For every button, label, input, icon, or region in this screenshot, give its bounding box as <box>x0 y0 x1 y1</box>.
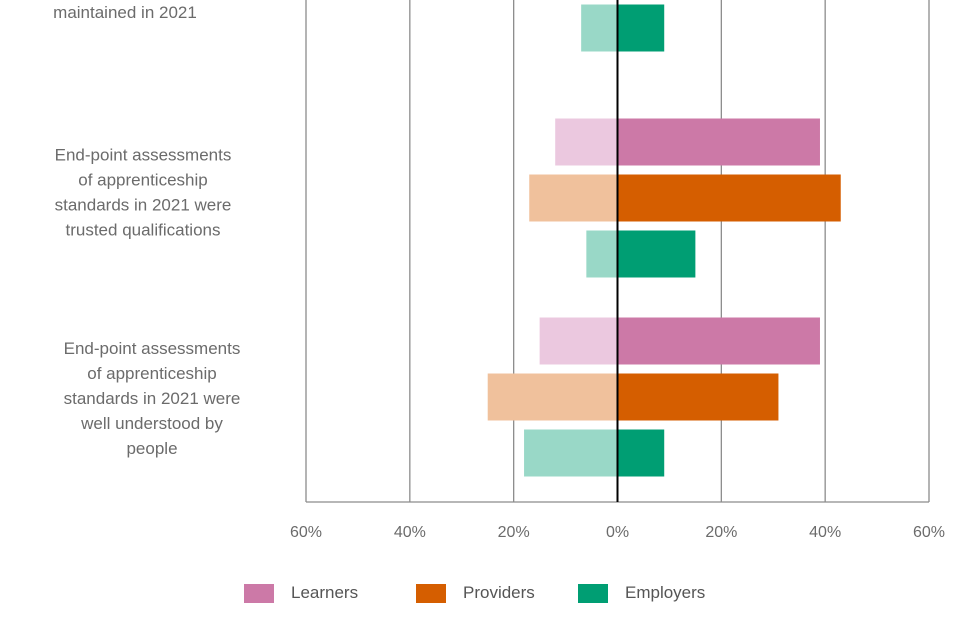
category-label-2-line-0: End-point assessments <box>64 339 241 358</box>
bar-employers-agree-2 <box>617 429 665 477</box>
legend-swatch-learners <box>244 583 274 603</box>
x-tick-label-5: 40% <box>809 524 841 541</box>
category-label-2-line-1: of apprenticeship <box>87 364 216 383</box>
legend: Learners Providers Employers <box>0 578 960 608</box>
bar-employers-disagree-0 <box>581 4 618 52</box>
bar-providers-disagree-2 <box>487 373 618 421</box>
x-tick-label-1: 40% <box>394 524 426 541</box>
legend-item-employers: Employers <box>578 578 705 608</box>
category-label-1-line-3: trusted qualifications <box>66 221 221 240</box>
bar-providers-agree-1 <box>617 174 841 222</box>
x-tick-label-4: 20% <box>705 524 737 541</box>
bar-learners-disagree-1 <box>555 118 618 166</box>
bar-learners-agree-2 <box>617 317 820 365</box>
axis-layer: 60% 40% 20% 0% 20% 40% 60% <box>290 0 945 541</box>
legend-label-providers: Providers <box>463 583 535 602</box>
category-label-1-line-1: of apprenticeship <box>78 171 207 190</box>
x-tick-label-0: 60% <box>290 524 322 541</box>
x-tick-label-6: 60% <box>913 524 945 541</box>
legend-item-providers: Providers <box>416 578 535 608</box>
category-label-2-line-4: people <box>126 439 177 458</box>
bar-providers-agree-2 <box>617 373 779 421</box>
category-label-1-line-2: standards in 2021 were <box>55 196 232 215</box>
bar-learners-agree-1 <box>617 118 820 166</box>
legend-label-learners: Learners <box>291 583 359 602</box>
bar-employers-disagree-1 <box>586 230 618 278</box>
x-tick-label-3: 0% <box>606 524 629 541</box>
legend-swatch-employers <box>578 583 608 603</box>
legend-label-employers: Employers <box>625 583 706 602</box>
category-label-2-line-2: standards in 2021 were <box>64 389 241 408</box>
bar-layer <box>487 4 841 477</box>
x-tick-label-2: 20% <box>498 524 530 541</box>
legend-item-learners: Learners <box>244 578 358 608</box>
category-label-0-line-0: maintained in 2021 <box>53 3 197 22</box>
category-label-1-line-0: End-point assessments <box>55 146 232 165</box>
grid-layer <box>305 0 930 502</box>
legend-swatch-providers <box>416 583 446 603</box>
label-layer: maintained in 2021 End-point assessments o… <box>53 3 240 458</box>
bar-providers-disagree-1 <box>529 174 618 222</box>
category-label-2-line-3: well understood by <box>80 414 223 433</box>
bar-employers-disagree-2 <box>524 429 618 477</box>
bar-learners-disagree-2 <box>539 317 618 365</box>
bar-employers-agree-0 <box>617 4 665 52</box>
bar-employers-agree-1 <box>617 230 696 278</box>
